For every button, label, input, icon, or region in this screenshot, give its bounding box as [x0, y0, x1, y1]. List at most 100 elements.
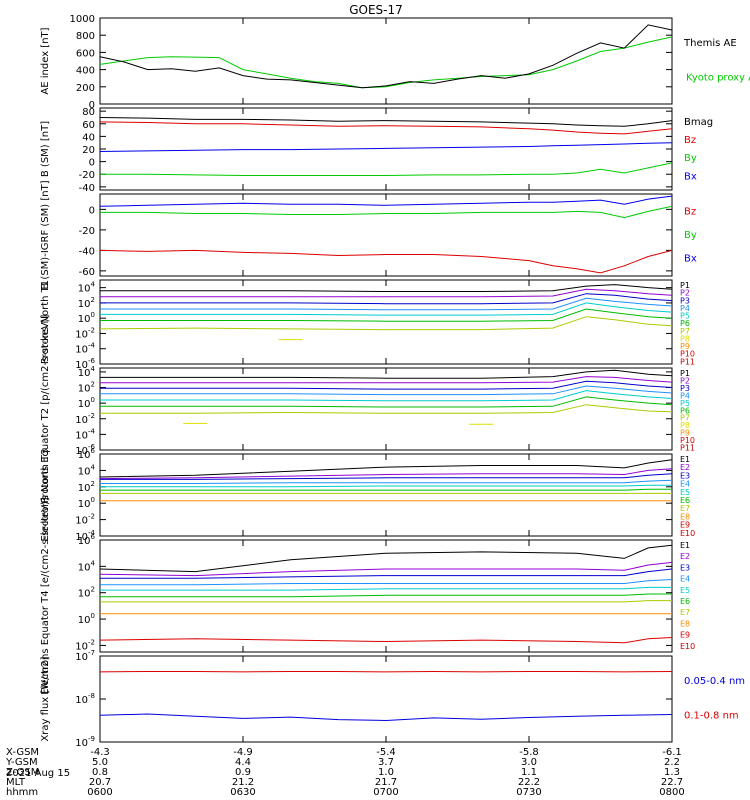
x-row-value: 0800	[659, 787, 684, 798]
series-line-p3	[100, 293, 673, 305]
series-line-e1	[99, 459, 673, 478]
series-line-bz	[99, 121, 673, 135]
y-tick-label: 104	[78, 559, 96, 573]
x-row-value: 3.0	[521, 757, 537, 768]
y-axis-label: Electrons Equator T4 [e/(cm2-s-sr-keV)]	[40, 497, 51, 694]
legend-entry-0-05-0-4-nm: 0.05-0.4 nm	[684, 676, 745, 687]
x-row-value: 5.0	[92, 757, 108, 768]
x-row-value: 1.1	[521, 767, 537, 778]
legend-entry-0-1-0-8-nm: 0.1-0.8 nm	[684, 710, 739, 721]
x-row-value: 21.2	[232, 777, 254, 788]
series-line-bz	[99, 249, 673, 274]
x-row-value: 0700	[373, 787, 398, 798]
legend-entry-p6: P6	[680, 319, 690, 328]
y-tick-label: 102	[78, 381, 95, 395]
legend-entry-e10: E10	[680, 642, 695, 651]
legend-entry-e5: E5	[680, 586, 690, 595]
y-tick-label: 400	[76, 66, 95, 77]
series-line-p2	[100, 376, 673, 384]
series-line-p7	[99, 316, 673, 331]
series-line-e4	[100, 479, 673, 484]
series-line-p8	[183, 422, 494, 425]
legend-entry-p4: P4	[680, 391, 690, 400]
series-line-themis-ae	[99, 24, 673, 89]
legend-entry-e1: E1	[680, 455, 690, 464]
legend-entry-e7: E7	[680, 608, 690, 617]
x-row-value: 22.2	[518, 777, 540, 788]
y-tick-label: 60	[82, 120, 95, 131]
x-row-value: -5.4	[376, 747, 396, 758]
y-tick-label: 10-2	[75, 513, 95, 527]
series-line-e1	[99, 544, 673, 573]
y-tick-label: 40	[82, 132, 95, 143]
y-tick-label: 20	[82, 145, 95, 156]
legend-entry-bz: Bz	[684, 206, 696, 217]
legend-entry-p10: P10	[680, 436, 695, 445]
x-row-label-mlt: MLT	[6, 777, 26, 788]
y-tick-label: 10-2	[75, 326, 95, 340]
y-tick-label: 102	[78, 586, 95, 600]
legend-entry-p11: P11	[680, 357, 695, 366]
y-axis-label: Protons Equator T2 [p/(cm2-s-sr-keV)]	[40, 314, 51, 503]
y-tick-label: 104	[78, 365, 96, 379]
legend-entry-e2: E2	[680, 552, 690, 561]
y-tick-label: -20	[79, 170, 95, 181]
legend-entry-e9: E9	[680, 631, 690, 640]
series-line-p5	[100, 302, 673, 316]
x-axis-table: X-GSM -4.3 -4.9 -5.4 -5.8 -6.1 Y-GSM 5.0 4.4 3.7 3…	[5, 747, 685, 798]
series-line-p6	[100, 396, 673, 408]
legend-entry-bz: Bz	[684, 135, 696, 146]
y-tick-label: 200	[76, 83, 95, 94]
y-tick-label: 800	[76, 31, 95, 42]
legend-entry-p8: P8	[680, 334, 690, 343]
legend-entry-e10: E10	[680, 529, 695, 538]
y-tick-label: 100	[78, 311, 95, 325]
series-line-p2	[100, 288, 673, 298]
series-line-e3	[100, 568, 673, 579]
x-row-value: 1.0	[378, 767, 394, 778]
legend-entry-e4: E4	[680, 575, 690, 584]
y-axis-label: AE index [nT]	[40, 27, 51, 94]
series-line-p4	[100, 385, 673, 396]
y-tick-label: 106	[78, 533, 96, 547]
legend-entry-p11: P11	[680, 444, 695, 453]
series-line-kyoto-proxy-ae	[99, 36, 673, 89]
legend-entry-p2: P2	[680, 376, 690, 385]
y-tick-label: -40	[79, 246, 95, 257]
legend-entry-p1: P1	[680, 281, 690, 290]
y-tick-label: 10-4	[75, 342, 95, 356]
y-tick-label: 10-4	[75, 427, 95, 441]
x-row-value: 0.8	[92, 767, 108, 778]
y-tick-label: 102	[78, 296, 95, 310]
panel-frame	[99, 279, 673, 365]
series-line-e3	[100, 473, 673, 480]
legend-entry-p8: P8	[680, 421, 690, 430]
legend-entry-p5: P5	[680, 312, 690, 321]
x-row-value: -4.3	[90, 747, 110, 758]
x-row-value: 0.9	[235, 767, 251, 778]
series-line-p3	[100, 380, 673, 390]
legend-entry-p4: P4	[680, 304, 690, 313]
x-row-value: 4.4	[235, 757, 251, 768]
x-row-value: 20.7	[89, 777, 111, 788]
panel-frame	[99, 193, 673, 277]
panel-frame	[99, 539, 673, 653]
x-row-value: 3.7	[378, 757, 394, 768]
panel-frame	[99, 17, 673, 105]
plot-title: GOES-17	[349, 3, 403, 17]
legend-entry-e3: E3	[680, 471, 690, 480]
y-tick-label: 10-8	[75, 692, 95, 706]
panel-ae: 0 200 400 600 800 1000 AE index [nT] Themis AE K…	[40, 14, 750, 111]
legend-entry-e4: E4	[680, 480, 690, 489]
y-tick-label: 0	[89, 205, 95, 216]
y-tick-label: 10-2	[75, 412, 95, 426]
series-line-p4	[100, 297, 673, 311]
y-tick-label: 104	[78, 463, 96, 477]
x-row-value: -4.9	[233, 747, 253, 758]
series-line-e9	[99, 637, 673, 644]
legend-entry-by: By	[684, 153, 697, 164]
